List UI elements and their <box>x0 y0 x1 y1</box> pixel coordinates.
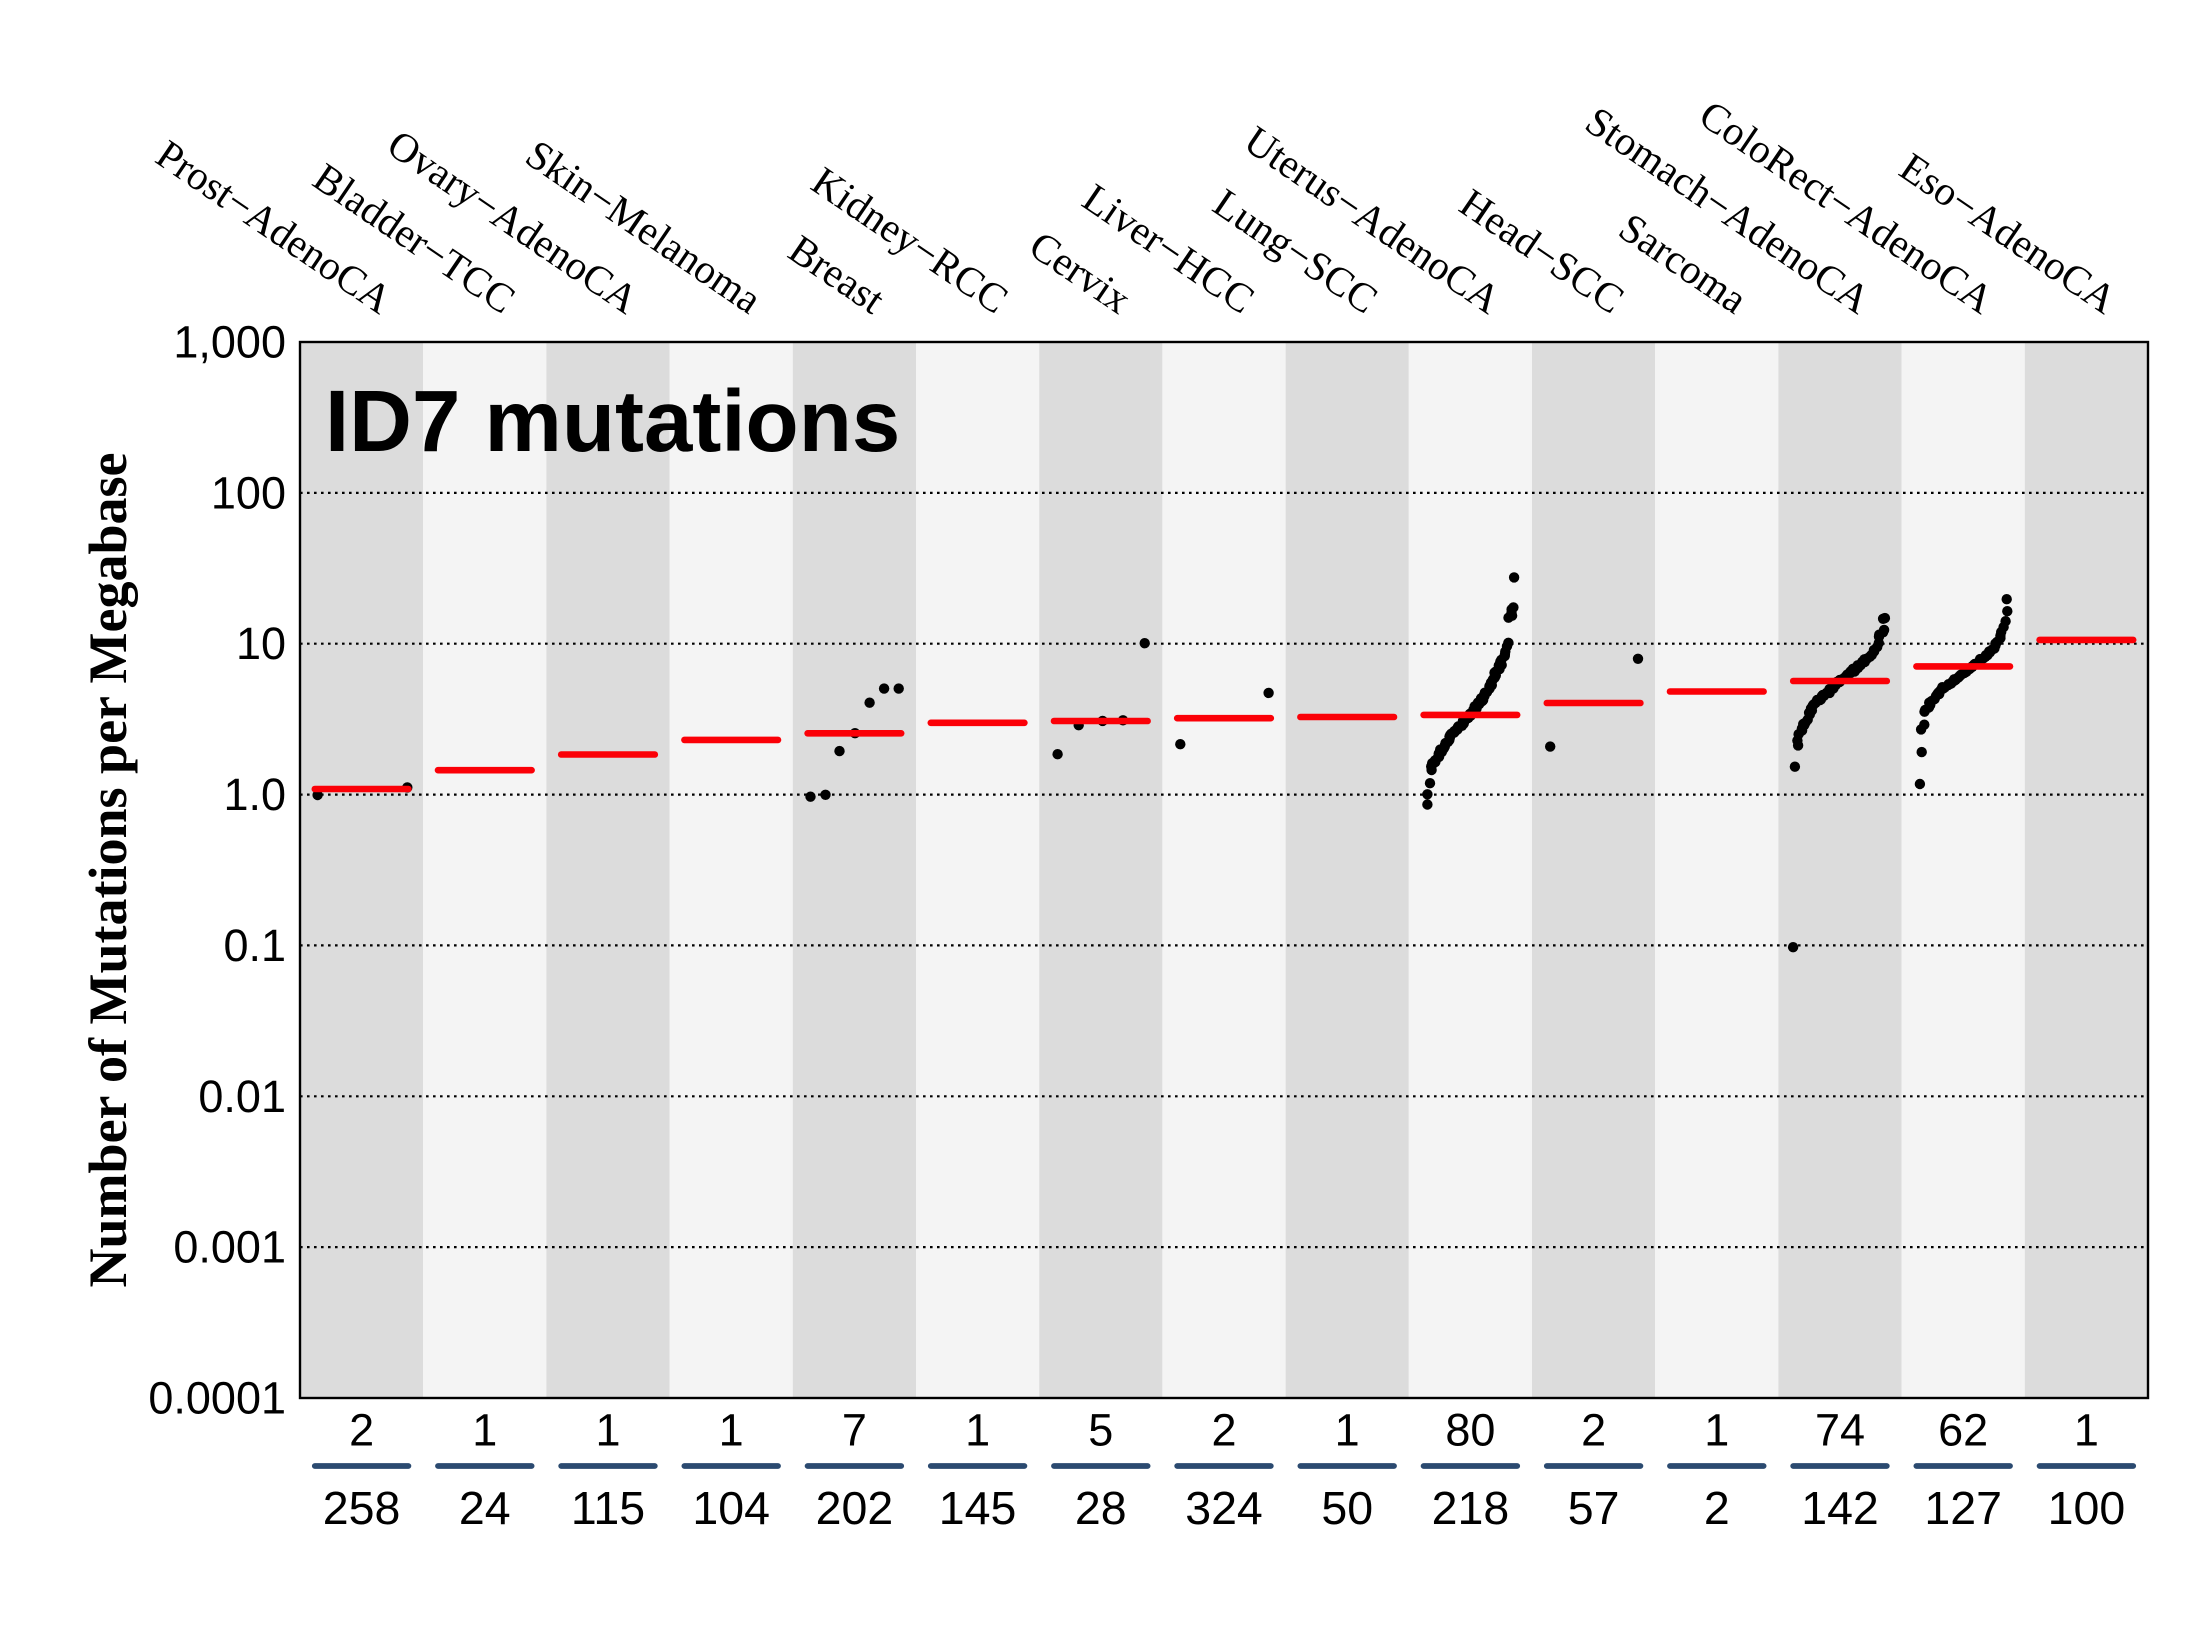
svg-text:0.1: 0.1 <box>223 920 286 971</box>
svg-text:1.0: 1.0 <box>223 769 286 820</box>
svg-text:142: 142 <box>1801 1482 1879 1534</box>
svg-text:50: 50 <box>1321 1482 1373 1534</box>
svg-text:1: 1 <box>719 1405 744 1456</box>
svg-text:1: 1 <box>1335 1405 1360 1456</box>
svg-text:1: 1 <box>472 1405 497 1456</box>
svg-text:7: 7 <box>842 1405 867 1456</box>
svg-text:127: 127 <box>1924 1482 2002 1534</box>
svg-text:1: 1 <box>1704 1405 1729 1456</box>
svg-text:115: 115 <box>571 1482 645 1534</box>
svg-text:62: 62 <box>1938 1405 1988 1456</box>
svg-text:1: 1 <box>595 1405 620 1456</box>
svg-text:2: 2 <box>1581 1405 1606 1456</box>
svg-text:2: 2 <box>1211 1405 1236 1456</box>
svg-text:324: 324 <box>1185 1482 1263 1534</box>
svg-text:80: 80 <box>1445 1405 1495 1456</box>
svg-text:10: 10 <box>236 618 286 669</box>
svg-text:2: 2 <box>1704 1482 1730 1534</box>
svg-text:100: 100 <box>2048 1482 2126 1534</box>
svg-text:258: 258 <box>323 1482 401 1534</box>
svg-text:5: 5 <box>1088 1405 1113 1456</box>
svg-text:202: 202 <box>816 1482 894 1534</box>
svg-text:2: 2 <box>349 1405 374 1456</box>
svg-text:ID7 mutations: ID7 mutations <box>325 373 900 470</box>
svg-text:28: 28 <box>1075 1482 1127 1534</box>
svg-text:Number of Mutations per Megaba: Number of Mutations per Megabase <box>78 453 138 1288</box>
svg-text:74: 74 <box>1815 1405 1865 1456</box>
svg-text:1: 1 <box>2074 1405 2099 1456</box>
svg-text:1,000: 1,000 <box>173 317 286 368</box>
svg-text:0.01: 0.01 <box>198 1071 286 1122</box>
svg-text:0.0001: 0.0001 <box>148 1373 286 1424</box>
svg-text:218: 218 <box>1432 1482 1510 1534</box>
svg-text:145: 145 <box>939 1482 1017 1534</box>
svg-text:100: 100 <box>211 467 286 518</box>
svg-text:0.001: 0.001 <box>173 1222 286 1273</box>
svg-text:104: 104 <box>692 1482 770 1534</box>
svg-text:24: 24 <box>459 1482 511 1534</box>
svg-text:1: 1 <box>965 1405 990 1456</box>
svg-text:57: 57 <box>1568 1482 1620 1534</box>
